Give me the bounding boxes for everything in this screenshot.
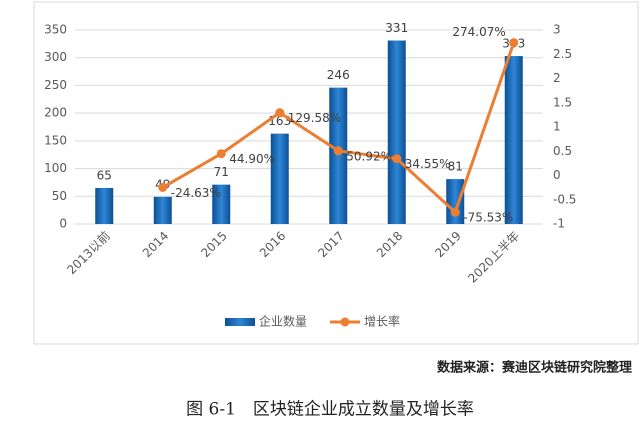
x-tick-label: 2018 xyxy=(374,229,405,260)
line-value-label: -24.63% xyxy=(171,186,221,200)
x-tick-label: 2019 xyxy=(432,229,463,260)
x-tick-label: 2020上半年 xyxy=(465,229,522,286)
line-marker xyxy=(333,146,343,156)
bar xyxy=(153,196,172,224)
bar-value-label: 246 xyxy=(327,68,350,82)
bar xyxy=(446,179,465,224)
y-tick-label: 0 xyxy=(59,217,67,231)
y-tick-label: 250 xyxy=(44,78,67,92)
x-tick-label: 2016 xyxy=(257,229,288,260)
y-tick-label: 50 xyxy=(52,189,67,203)
x-tick-label: 2013以前 xyxy=(64,228,113,277)
line-marker xyxy=(450,207,460,217)
line-value-label: -75.53% xyxy=(463,211,513,225)
line-value-label: 34.55% xyxy=(405,157,451,171)
line-marker xyxy=(158,182,168,192)
line-marker xyxy=(275,108,285,118)
x-tick-label: 2014 xyxy=(140,229,171,260)
y2-tick-label: 0.5 xyxy=(553,144,572,158)
bar xyxy=(95,187,114,224)
bar-value-label: 81 xyxy=(448,160,463,174)
legend-label: 企业数量 xyxy=(259,314,307,329)
y-tick-label: 300 xyxy=(44,50,67,64)
line-value-label: 50.92% xyxy=(346,149,392,163)
legend-swatch xyxy=(340,317,350,327)
legend-label: 增长率 xyxy=(364,314,400,329)
y2-tick-label: 0 xyxy=(553,168,561,182)
x-tick-label: 2017 xyxy=(315,229,346,260)
line-marker xyxy=(392,154,402,164)
chart-frame xyxy=(33,1,639,345)
x-tick-label: 2015 xyxy=(198,229,229,260)
line-value-label: 274.07% xyxy=(452,25,505,39)
line-value-label: 44.90% xyxy=(229,152,275,166)
y-tick-label: 100 xyxy=(44,161,67,175)
bar-value-label: 331 xyxy=(385,21,408,35)
bar xyxy=(212,184,231,224)
bar-value-label: 65 xyxy=(97,168,112,182)
y-tick-label: 350 xyxy=(44,23,67,37)
bar xyxy=(504,56,523,225)
y2-tick-label: 1 xyxy=(553,120,561,134)
legend-swatch xyxy=(225,318,255,326)
y2-tick-label: 3 xyxy=(553,23,561,37)
y-tick-label: 150 xyxy=(44,133,67,147)
bar xyxy=(329,87,348,224)
bar xyxy=(270,133,289,224)
line-value-label: 129.58% xyxy=(288,111,341,125)
caption: 图 6-1 区块链企业成立数量及增长率 xyxy=(186,400,474,420)
line-marker xyxy=(216,149,226,159)
y2-tick-label: 2 xyxy=(553,71,561,85)
source: 数据来源：赛迪区块链研究院整理 xyxy=(437,360,632,376)
line-marker xyxy=(509,38,519,48)
bar xyxy=(387,40,406,224)
y2-tick-label: 1.5 xyxy=(553,95,572,109)
y-tick-label: 200 xyxy=(44,106,67,120)
bar-value-label: 71 xyxy=(214,165,229,179)
y2-tick-label: -1 xyxy=(553,217,565,231)
y2-tick-label: -0.5 xyxy=(553,192,576,206)
y2-tick-label: 2.5 xyxy=(553,47,572,61)
